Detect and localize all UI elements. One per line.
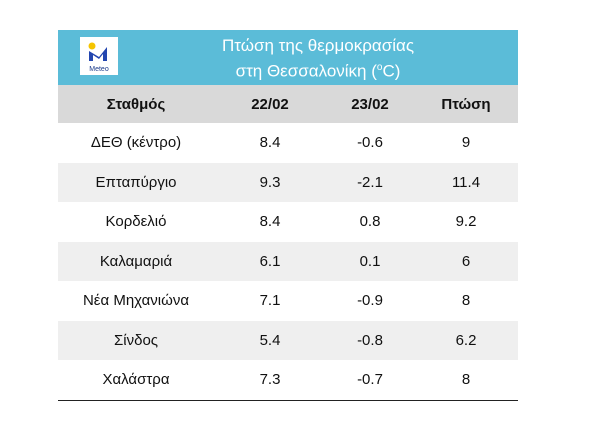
table-cell: 8.4 — [259, 134, 281, 152]
table-cell: -0.7 — [357, 371, 383, 389]
table-row: Χαλάστρα 7.3 -0.7 8 — [58, 360, 518, 400]
table-cell: 9.3 — [259, 173, 281, 191]
table-cell: 8.4 — [259, 213, 281, 231]
table-row: Νέα Μηχανιώνα 7.1 -0.9 8 — [58, 281, 518, 321]
title-text: C) — [382, 61, 401, 81]
table-cell: -0.6 — [357, 134, 383, 152]
table-cell: ΔΕΘ (κέντρο) — [90, 134, 182, 152]
table-row: Επταπύργιο 9.3 -2.1 11.4 — [58, 162, 518, 202]
table-cell: 5.4 — [259, 331, 281, 349]
table-row: Κορδελιό 8.4 0.8 9.2 — [58, 202, 518, 242]
table-cell: 9 — [461, 134, 471, 152]
table-cell: -2.1 — [357, 173, 383, 191]
table-cell: 9.2 — [455, 213, 477, 231]
table-cell: 8 — [461, 371, 471, 389]
table: Meteo Πτώση της θερμοκρασίας στη Θεσσαλο… — [58, 30, 518, 401]
table-cell: Νέα Μηχανιώνα — [82, 292, 190, 310]
table-cell: 6 — [461, 252, 471, 270]
title: Πτώση της θερμοκρασίας στη Θεσσαλονίκη (… — [118, 35, 518, 83]
table-cell: -0.8 — [357, 331, 383, 349]
table-cell: Κορδελιό — [105, 213, 167, 231]
table-cell: 7.1 — [259, 292, 281, 310]
table-cell: 0.1 — [359, 252, 381, 270]
column-header: 22/02 — [251, 95, 289, 113]
table-cell: 6.1 — [259, 252, 281, 270]
table-row: Καλαμαριά 6.1 0.1 6 — [58, 241, 518, 281]
table-cell: Επταπύργιο — [95, 173, 177, 191]
table-cell: 6.2 — [455, 331, 477, 349]
logo-text: Meteo — [89, 66, 109, 73]
logo: Meteo — [80, 37, 118, 75]
logo-icon — [88, 42, 107, 61]
banner: Meteo Πτώση της θερμοκρασίας στη Θεσσαλο… — [58, 30, 518, 85]
column-header: Πτώση — [441, 95, 491, 113]
table-row: ΔΕΘ (κέντρο) 8.4 -0.6 9 — [58, 123, 518, 163]
table-cell: Χαλάστρα — [102, 371, 170, 389]
column-header: Σταθμός — [106, 95, 166, 113]
title-line: στη Θεσσαλονίκη (oC) — [118, 57, 518, 83]
title-sup: o — [376, 62, 383, 73]
table-cell: Σίνδος — [113, 331, 159, 349]
column-header: 23/02 — [351, 95, 389, 113]
table-cell: -0.9 — [357, 292, 383, 310]
table-row: Σίνδος 5.4 -0.8 6.2 — [58, 320, 518, 360]
table-cell: 8 — [461, 292, 471, 310]
table-cell: 0.8 — [359, 213, 381, 231]
title-text: στη Θεσσαλονίκη ( — [235, 61, 377, 81]
table-cell: Καλαμαριά — [99, 252, 173, 270]
table-cell: 7.3 — [259, 371, 281, 389]
table-cell: 11.4 — [451, 173, 481, 191]
table-body: ΔΕΘ (κέντρο) 8.4 -0.6 9 Επταπύργιο 9.3 -2.1 11.… — [58, 123, 518, 400]
header-row: Σταθμός 22/02 23/02 Πτώση — [58, 85, 518, 123]
bottom-rule — [58, 399, 518, 401]
title-line: Πτώση της θερμοκρασίας — [221, 36, 415, 55]
